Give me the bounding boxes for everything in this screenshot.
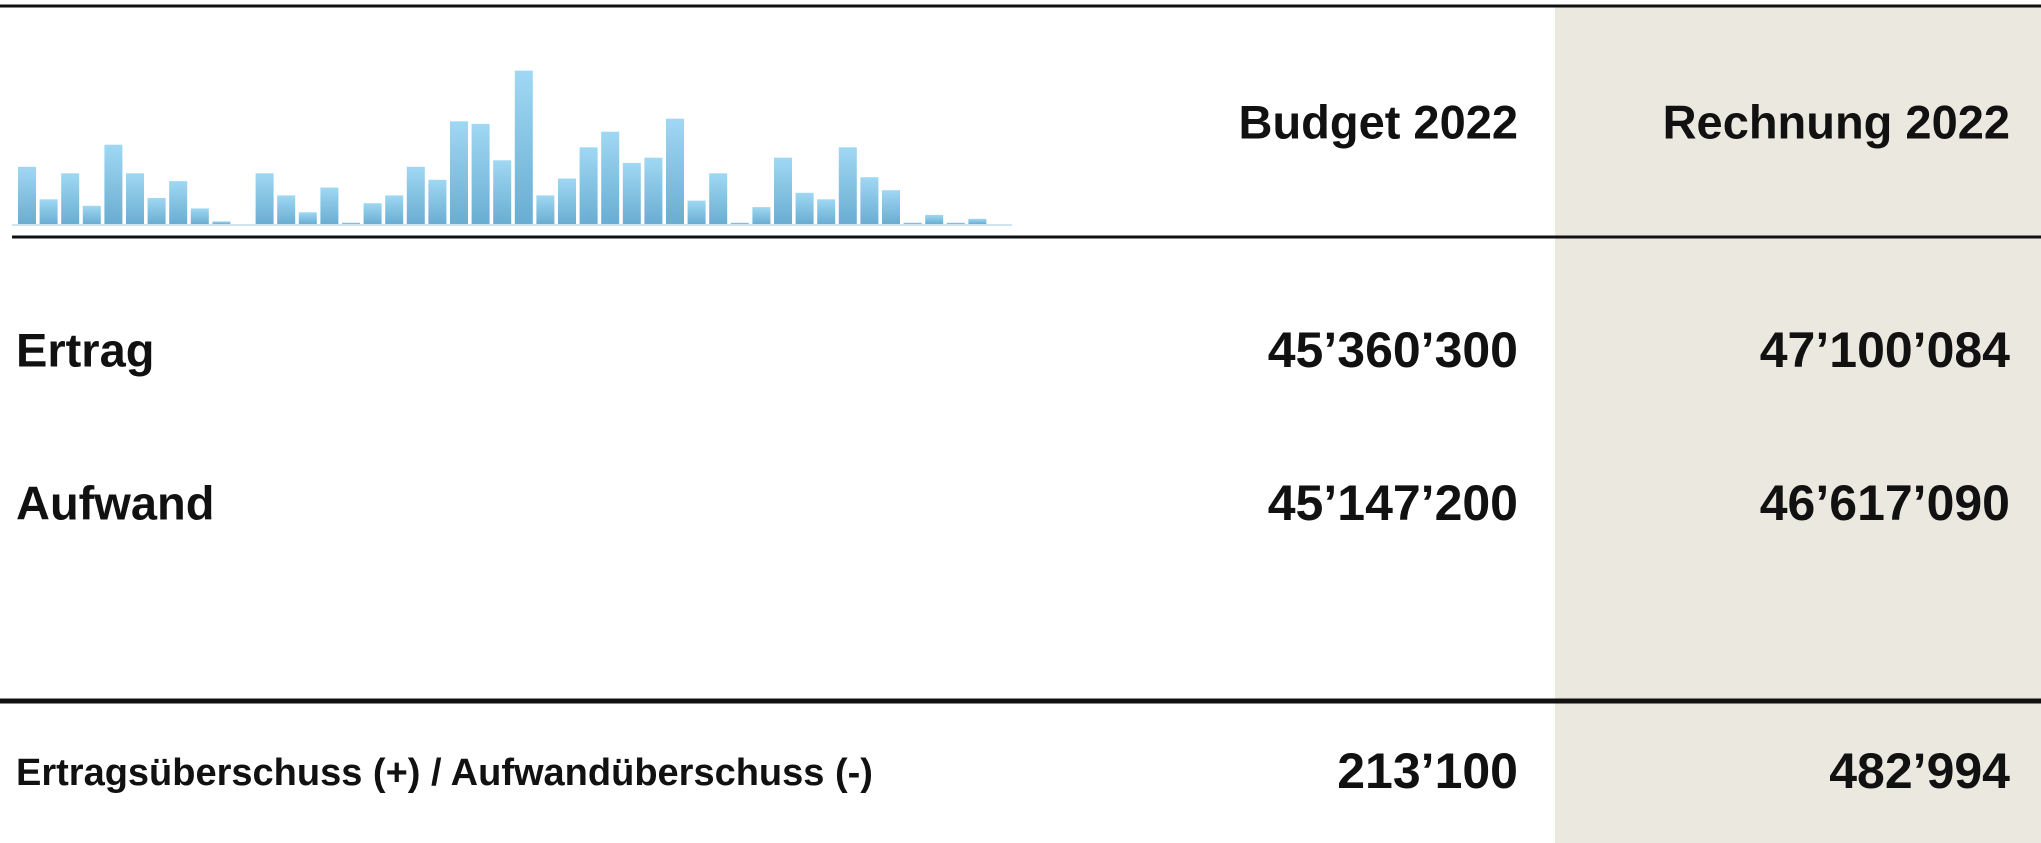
row-label: Ertragsüberschuss (+) / Aufwandüberschus…: [16, 752, 873, 794]
sparkline-bar: [946, 222, 965, 224]
sparkline-bar: [968, 218, 987, 224]
sparkline-bar: [363, 203, 382, 224]
sparkline-bar: [903, 222, 922, 224]
sparkline-bar: [39, 199, 58, 224]
sparkline-bar: [277, 195, 296, 224]
sparkline-bar: [709, 173, 728, 224]
sparkline-bar: [385, 195, 404, 224]
cell-value: 45’360’300: [1268, 322, 1518, 378]
sparkline-bar: [212, 221, 231, 224]
sparkline-bar: [428, 179, 447, 224]
sparkline-bar: [104, 144, 123, 224]
sparkline-bar: [61, 173, 80, 224]
sparkline-bar: [622, 162, 641, 224]
sparkline-bar: [169, 181, 188, 224]
sparkline-bar: [687, 200, 706, 224]
sparkline-bar: [817, 199, 836, 224]
sparkline-bar: [298, 212, 317, 224]
sparkline-bar: [406, 166, 425, 224]
row-label: Aufwand: [16, 476, 214, 529]
highlight-column: [1555, 7, 2041, 843]
sparkline-bar: [795, 192, 814, 224]
sparkline-bar: [644, 157, 663, 224]
sparkline-bar: [666, 118, 684, 224]
sparkline-bar: [471, 123, 490, 224]
sparkline-bar: [255, 173, 274, 224]
sparkline-bar: [536, 195, 555, 224]
cell-value: 47’100’084: [1760, 322, 2010, 378]
sparkline-bar: [601, 131, 620, 224]
sparkline-bar: [450, 121, 468, 224]
sparkline-bar: [774, 157, 792, 224]
sparkline-bar: [147, 198, 166, 224]
sparkline-bar: [860, 177, 879, 224]
sparkline-bar: [882, 190, 900, 224]
cell-value: 213’100: [1337, 743, 1518, 799]
sparkline-bar: [730, 222, 749, 224]
sparkline-bar: [925, 214, 944, 224]
sparkline-bar: [579, 147, 598, 224]
column-header: Rechnung 2022: [1663, 95, 2010, 148]
sparkline-bar: [342, 222, 360, 224]
sparkline-bar: [514, 70, 533, 224]
cell-value: 45’147’200: [1268, 475, 1518, 531]
cell-value: 482’994: [1829, 743, 2010, 799]
sparkline-bar: [493, 160, 512, 224]
column-header: Budget 2022: [1239, 95, 1518, 148]
sparkline: [18, 70, 987, 224]
sparkline-bar: [18, 166, 36, 224]
sparkline-bar: [838, 147, 857, 224]
sparkline-bar: [126, 173, 144, 224]
sparkline-bar: [558, 178, 576, 224]
sparkline-bar: [190, 208, 209, 224]
row-label: Ertrag: [16, 323, 154, 376]
sparkline-bar: [82, 205, 101, 224]
cell-value: 46’617’090: [1760, 475, 2010, 531]
sparkline-bar: [752, 207, 771, 224]
sparkline-bar: [320, 187, 339, 224]
